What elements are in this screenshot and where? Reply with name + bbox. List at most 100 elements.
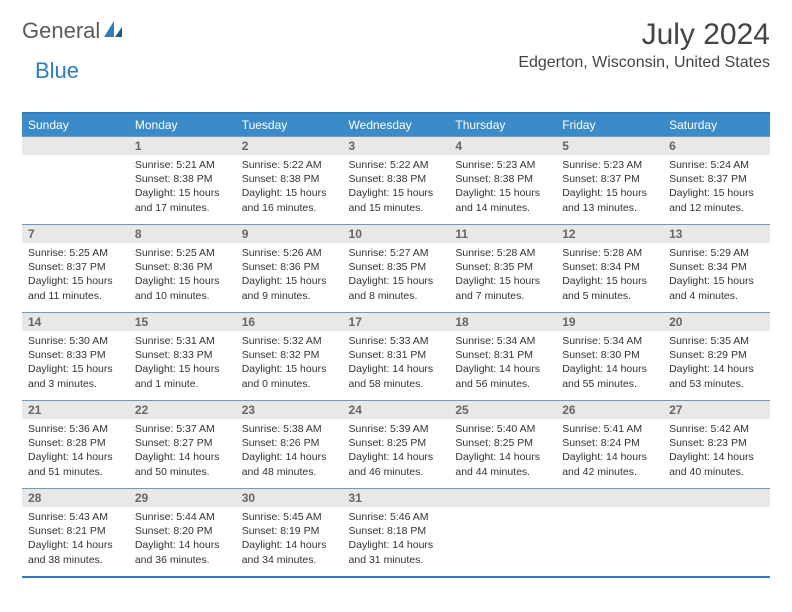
logo: General [22, 18, 126, 44]
daylight-text: Daylight: 15 hours and 7 minutes. [455, 274, 550, 302]
calendar-day-cell: 14Sunrise: 5:30 AMSunset: 8:33 PMDayligh… [22, 313, 129, 401]
sunrise-text: Sunrise: 5:22 AM [349, 158, 444, 172]
calendar-day-cell: 21Sunrise: 5:36 AMSunset: 8:28 PMDayligh… [22, 401, 129, 489]
day-body: Sunrise: 5:40 AMSunset: 8:25 PMDaylight:… [449, 419, 556, 485]
day-number: 15 [129, 313, 236, 331]
daylight-text: Daylight: 14 hours and 50 minutes. [135, 450, 230, 478]
sunset-text: Sunset: 8:30 PM [562, 348, 657, 362]
day-number: 2 [236, 137, 343, 155]
sunset-text: Sunset: 8:37 PM [28, 260, 123, 274]
day-body: Sunrise: 5:23 AMSunset: 8:37 PMDaylight:… [556, 155, 663, 221]
sunset-text: Sunset: 8:35 PM [455, 260, 550, 274]
sunrise-text: Sunrise: 5:29 AM [669, 246, 764, 260]
sunset-text: Sunset: 8:36 PM [135, 260, 230, 274]
weekday-header: Saturday [663, 113, 770, 137]
sunset-text: Sunset: 8:28 PM [28, 436, 123, 450]
calendar-day-cell: 27Sunrise: 5:42 AMSunset: 8:23 PMDayligh… [663, 401, 770, 489]
calendar-day-cell: 4 Sunrise: 5:23 AMSunset: 8:38 PMDaylight… [449, 137, 556, 225]
calendar-day-cell: 25Sunrise: 5:40 AMSunset: 8:25 PMDayligh… [449, 401, 556, 489]
sunset-text: Sunset: 8:27 PM [135, 436, 230, 450]
day-number: 26 [556, 401, 663, 419]
sunrise-text: Sunrise: 5:25 AM [28, 246, 123, 260]
calendar-day-cell: 31Sunrise: 5:46 AMSunset: 8:18 PMDayligh… [343, 489, 450, 577]
day-body: Sunrise: 5:38 AMSunset: 8:26 PMDaylight:… [236, 419, 343, 485]
daylight-text: Daylight: 14 hours and 53 minutes. [669, 362, 764, 390]
sunrise-text: Sunrise: 5:45 AM [242, 510, 337, 524]
day-body: Sunrise: 5:46 AMSunset: 8:18 PMDaylight:… [343, 507, 450, 573]
sunset-text: Sunset: 8:21 PM [28, 524, 123, 538]
calendar-day-cell: 18Sunrise: 5:34 AMSunset: 8:31 PMDayligh… [449, 313, 556, 401]
day-body: Sunrise: 5:28 AMSunset: 8:35 PMDaylight:… [449, 243, 556, 309]
day-body [449, 507, 556, 516]
calendar-day-cell: 23Sunrise: 5:38 AMSunset: 8:26 PMDayligh… [236, 401, 343, 489]
day-number: 6 [663, 137, 770, 155]
calendar-body: 1Sunrise: 5:21 AMSunset: 8:38 PMDaylight… [22, 137, 770, 577]
day-number: 10 [343, 225, 450, 243]
calendar-day-cell: 13Sunrise: 5:29 AMSunset: 8:34 PMDayligh… [663, 225, 770, 313]
daylight-text: Daylight: 15 hours and 14 minutes. [455, 186, 550, 214]
daylight-text: Daylight: 14 hours and 31 minutes. [349, 538, 444, 566]
day-number: 29 [129, 489, 236, 507]
weekday-header: Wednesday [343, 113, 450, 137]
day-number: 23 [236, 401, 343, 419]
sunrise-text: Sunrise: 5:28 AM [562, 246, 657, 260]
daylight-text: Daylight: 15 hours and 1 minute. [135, 362, 230, 390]
sunset-text: Sunset: 8:33 PM [28, 348, 123, 362]
sunset-text: Sunset: 8:26 PM [242, 436, 337, 450]
day-body: Sunrise: 5:32 AMSunset: 8:32 PMDaylight:… [236, 331, 343, 397]
day-number: 4 [449, 137, 556, 155]
calendar-day-cell: 6Sunrise: 5:24 AMSunset: 8:37 PMDaylight… [663, 137, 770, 225]
day-body: Sunrise: 5:21 AMSunset: 8:38 PMDaylight:… [129, 155, 236, 221]
day-number: 11 [449, 225, 556, 243]
logo-text-blue: Blue [35, 58, 79, 83]
sunset-text: Sunset: 8:32 PM [242, 348, 337, 362]
sunrise-text: Sunrise: 5:30 AM [28, 334, 123, 348]
day-number: 14 [22, 313, 129, 331]
sunset-text: Sunset: 8:31 PM [455, 348, 550, 362]
day-number: 8 [129, 225, 236, 243]
weekday-header: Thursday [449, 113, 556, 137]
calendar-day-cell: 17Sunrise: 5:33 AMSunset: 8:31 PMDayligh… [343, 313, 450, 401]
sunrise-text: Sunrise: 5:41 AM [562, 422, 657, 436]
sunset-text: Sunset: 8:38 PM [349, 172, 444, 186]
calendar-day-cell [556, 489, 663, 577]
daylight-text: Daylight: 15 hours and 15 minutes. [349, 186, 444, 214]
sunrise-text: Sunrise: 5:42 AM [669, 422, 764, 436]
calendar-day-cell: 7Sunrise: 5:25 AMSunset: 8:37 PMDaylight… [22, 225, 129, 313]
weekday-header: Sunday [22, 113, 129, 137]
day-number: 21 [22, 401, 129, 419]
day-number: 12 [556, 225, 663, 243]
day-number: 30 [236, 489, 343, 507]
weekday-header: Friday [556, 113, 663, 137]
day-number: 5 [556, 137, 663, 155]
day-number: 18 [449, 313, 556, 331]
day-body: Sunrise: 5:30 AMSunset: 8:33 PMDaylight:… [22, 331, 129, 397]
sunset-text: Sunset: 8:38 PM [455, 172, 550, 186]
daylight-text: Daylight: 14 hours and 55 minutes. [562, 362, 657, 390]
calendar-day-cell: 12Sunrise: 5:28 AMSunset: 8:34 PMDayligh… [556, 225, 663, 313]
day-number: 22 [129, 401, 236, 419]
sunrise-text: Sunrise: 5:35 AM [669, 334, 764, 348]
sunrise-text: Sunrise: 5:46 AM [349, 510, 444, 524]
calendar-day-cell [449, 489, 556, 577]
sunrise-text: Sunrise: 5:23 AM [455, 158, 550, 172]
logo-sail-icon [102, 19, 124, 44]
day-number: 28 [22, 489, 129, 507]
calendar-day-cell [22, 137, 129, 225]
sunrise-text: Sunrise: 5:22 AM [242, 158, 337, 172]
calendar-day-cell: 24Sunrise: 5:39 AMSunset: 8:25 PMDayligh… [343, 401, 450, 489]
month-title: July 2024 [518, 18, 770, 52]
daylight-text: Daylight: 14 hours and 34 minutes. [242, 538, 337, 566]
sunset-text: Sunset: 8:19 PM [242, 524, 337, 538]
sunrise-text: Sunrise: 5:38 AM [242, 422, 337, 436]
calendar-day-cell: 22Sunrise: 5:37 AMSunset: 8:27 PMDayligh… [129, 401, 236, 489]
calendar-day-cell: 28Sunrise: 5:43 AMSunset: 8:21 PMDayligh… [22, 489, 129, 577]
calendar-day-cell: 9Sunrise: 5:26 AMSunset: 8:36 PMDaylight… [236, 225, 343, 313]
day-body: Sunrise: 5:29 AMSunset: 8:34 PMDaylight:… [663, 243, 770, 309]
sunset-text: Sunset: 8:24 PM [562, 436, 657, 450]
day-body: Sunrise: 5:24 AMSunset: 8:37 PMDaylight:… [663, 155, 770, 221]
day-number: 25 [449, 401, 556, 419]
sunset-text: Sunset: 8:37 PM [669, 172, 764, 186]
sunset-text: Sunset: 8:23 PM [669, 436, 764, 450]
daylight-text: Daylight: 14 hours and 48 minutes. [242, 450, 337, 478]
